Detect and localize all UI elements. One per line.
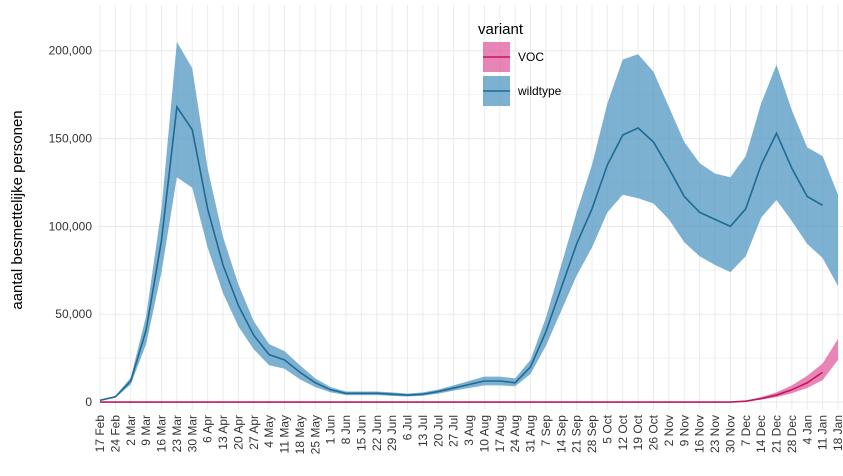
x-tick-label: 30 Mar [185, 415, 199, 452]
x-tick-label: 6 Jul [401, 415, 415, 440]
x-tick-label: 17 Feb [93, 415, 107, 453]
x-tick-label: 24 Feb [108, 415, 122, 453]
legend-label: wildtype [517, 84, 562, 98]
x-tick-label: 23 Nov [708, 415, 722, 453]
x-tick-label: 18 May [293, 415, 307, 454]
x-tick-label: 13 Jul [416, 415, 430, 447]
x-tick-label: 27 Jul [447, 415, 461, 447]
series-line [99, 104, 824, 402]
x-tick-label: 13 Apr [216, 415, 230, 450]
y-tick-label: 0 [85, 395, 92, 409]
x-tick-label: 19 Oct [631, 414, 645, 450]
legend-label: VOC [518, 50, 544, 64]
x-tick-label: 14 Dec [754, 415, 768, 453]
x-tick-label: 11 Jan [816, 415, 830, 450]
x-tick-label: 9 Nov [677, 415, 691, 446]
x-tick-label: 14 Sep [554, 415, 568, 453]
x-tick-label: 2 Nov [662, 415, 676, 446]
y-tick-label: 150,000 [49, 132, 93, 146]
x-tick-label: 20 Jul [431, 415, 445, 447]
x-tick-label: 20 Apr [231, 415, 245, 450]
x-tick-label: 5 Oct [600, 414, 614, 443]
x-tick-label: 7 Dec [739, 415, 753, 446]
x-tick-label: 7 Sep [539, 415, 553, 447]
x-tick-label: 2 Mar [124, 415, 138, 446]
plot-area [98, 5, 843, 410]
x-tick-label: 29 Jun [385, 415, 399, 451]
x-tick-label: 18 Jan [831, 415, 843, 451]
x-tick-label: 16 Nov [693, 415, 707, 453]
y-tick-label: 100,000 [49, 219, 93, 233]
x-tick-label: 15 Jun [354, 415, 368, 451]
x-tick-label: 8 Jun [339, 415, 353, 444]
x-tick-label: 23 Mar [170, 415, 184, 452]
x-tick-label: 11 May [278, 415, 292, 453]
x-tick-label: 16 Mar [155, 415, 169, 452]
x-tick-label: 28 Dec [785, 415, 799, 453]
x-tick-label: 9 Mar [139, 415, 153, 446]
x-tick-label: 24 Aug [508, 415, 522, 452]
y-axis-label: aantal besmettelijke personen [9, 110, 26, 309]
x-tick-label: 31 Aug [524, 415, 538, 452]
x-tick-label: 21 Sep [570, 415, 584, 453]
x-tick-label: 1 Jun [324, 415, 338, 444]
x-tick-label: 30 Nov [723, 415, 737, 453]
x-tick-label: 25 May [308, 415, 322, 454]
y-tick-label: 200,000 [49, 44, 93, 58]
x-tick-label: 6 Apr [201, 415, 215, 443]
x-tick-label: 26 Oct [647, 414, 661, 450]
x-tick-label: 3 Aug [462, 415, 476, 446]
confidence-band [100, 41, 838, 401]
y-tick-label: 50,000 [55, 307, 92, 321]
legend-title: variant [478, 21, 524, 38]
series-line [100, 371, 824, 403]
x-tick-label: 17 Aug [493, 415, 507, 452]
x-tick-label: 4 May [262, 415, 276, 448]
x-tick-label: 22 Jun [370, 415, 384, 451]
x-tick-label: 27 Apr [247, 415, 261, 450]
x-tick-label: 4 Jan [800, 415, 814, 444]
x-tick-label: 21 Dec [770, 415, 784, 453]
x-tick-label: 12 Oct [616, 414, 630, 450]
x-tick-label: 28 Sep [585, 415, 599, 453]
x-tick-label: 10 Aug [477, 415, 491, 452]
